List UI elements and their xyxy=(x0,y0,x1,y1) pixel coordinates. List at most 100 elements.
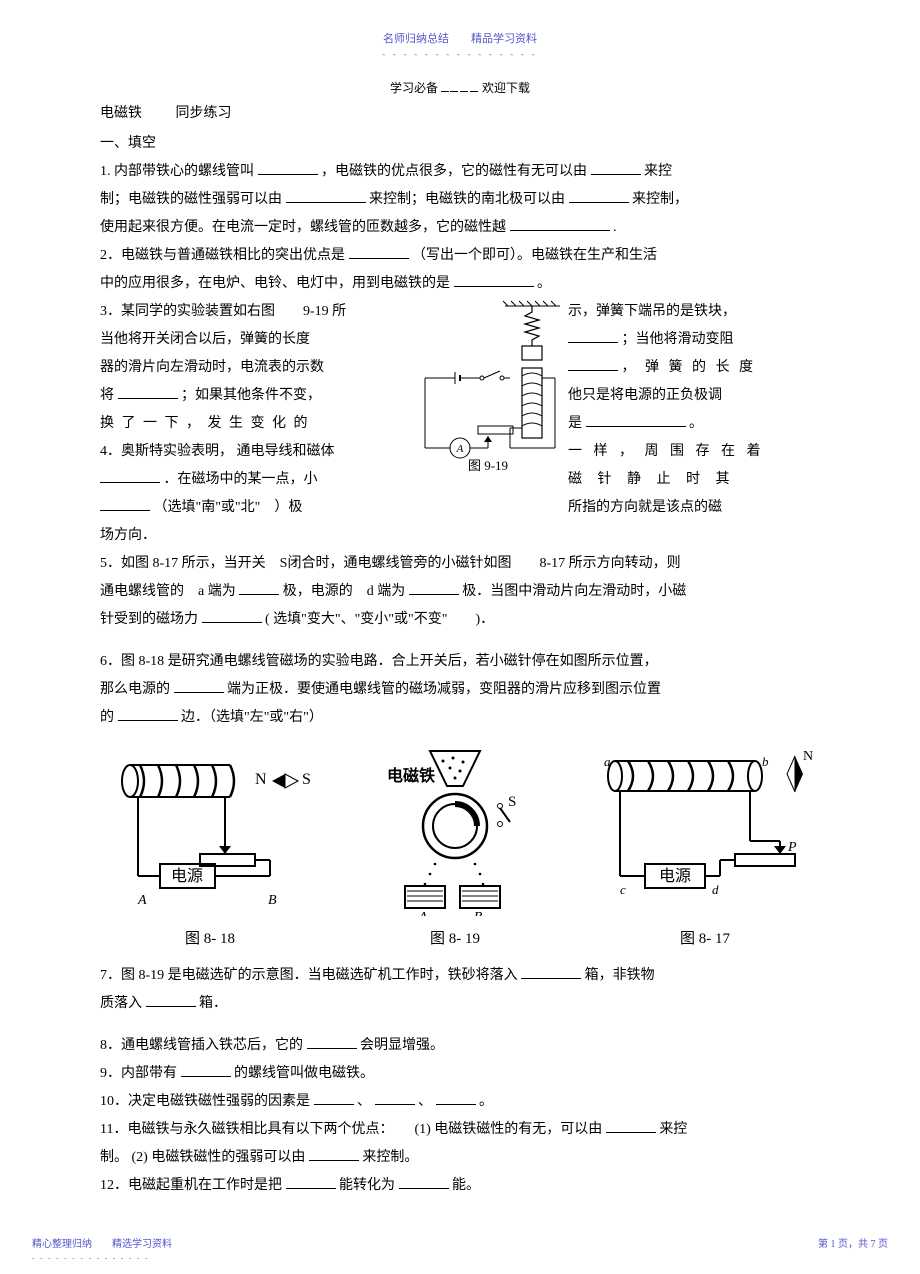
footer-dots: - - - - - - - - - - - - - - - xyxy=(32,1254,149,1262)
svg-text:N: N xyxy=(803,749,813,764)
svg-text:B: B xyxy=(474,910,483,916)
q1-text: 来控 xyxy=(644,164,672,179)
figure-9-19: A 图 9-19 xyxy=(410,298,570,458)
question-1-cont2: 使用起来很方便。在电流一定时，螺线管的匝数越多，它的磁性越 . xyxy=(100,214,820,242)
figure-caption: 图 8- 19 xyxy=(365,924,545,954)
q4-right: 磁 针 静 止 时 其 xyxy=(568,466,828,494)
q3-text: 当他将开关闭合以后，弹簧的长度 xyxy=(100,326,390,354)
svg-text:图 9-19: 图 9-19 xyxy=(468,458,508,473)
q3-right: 他只是将电源的正负极调 xyxy=(568,382,828,410)
figures-row: N S 电源 A B 图 8- 18 xyxy=(100,746,820,954)
blank xyxy=(586,413,686,427)
q2-text: 2．电磁铁与普通磁铁相比的突出优点是 xyxy=(100,248,345,263)
blank xyxy=(258,161,318,175)
q1-text: . xyxy=(613,220,617,235)
svg-text:电源: 电源 xyxy=(659,867,691,885)
q2-text: 中的应用很多，在电炉、电铃、电灯中，用到电磁铁的是 xyxy=(100,276,450,291)
blank xyxy=(399,1175,449,1189)
question-11: 11．电磁铁与永久磁铁相比具有以下两个优点： (1) 电磁铁磁性的有无，可以由 … xyxy=(100,1116,820,1144)
q1-text: ，电磁铁的优点很多，它的磁性有无可以由 xyxy=(321,164,587,179)
svg-text:A: A xyxy=(456,443,464,455)
question-7-cont: 质落入 箱． xyxy=(100,990,820,1018)
q1-text: 来控制， xyxy=(632,192,688,207)
q3-text: 3．某同学的实验装置如右图 9-19 所 xyxy=(100,298,390,326)
question-8: 8．通电螺线管插入铁芯后，它的 会明显增强。 xyxy=(100,1032,820,1060)
blank xyxy=(606,1119,656,1133)
q3-right: 示，弹簧下端吊的是铁块， xyxy=(568,298,828,326)
question-2-cont: 中的应用很多，在电炉、电铃、电灯中，用到电磁铁的是 。 xyxy=(100,270,820,298)
blank xyxy=(202,609,262,623)
svg-text:A: A xyxy=(418,910,428,916)
blank xyxy=(568,357,618,371)
q4-right: 一 样 ， 周 围 存 在 着 xyxy=(568,438,828,466)
question-12: 12．电磁起重机在工作时是把 能转化为 能。 xyxy=(100,1172,820,1200)
blank xyxy=(591,161,641,175)
figure-8-18: N S 电源 A B 图 8- 18 xyxy=(100,746,320,954)
q1-text: 制；电磁铁的磁性强弱可以由 xyxy=(100,192,282,207)
q2-text: （写出一个即可）。电磁铁在生产和生活 xyxy=(412,248,657,263)
figure-caption: 图 8- 17 xyxy=(590,924,820,954)
blank xyxy=(118,707,178,721)
q3-right: 是 。 xyxy=(568,410,828,438)
document-title: 电磁铁 同步练习 xyxy=(100,100,820,128)
blank xyxy=(286,189,366,203)
blank xyxy=(100,469,160,483)
q3-right: ， 弹 簧 的 长 度 xyxy=(568,354,828,382)
blank xyxy=(146,993,196,1007)
svg-text:P: P xyxy=(787,840,797,855)
figure-caption: 图 8- 18 xyxy=(100,924,320,954)
blank xyxy=(568,329,618,343)
svg-text:S: S xyxy=(508,794,516,810)
q4-text: 4．奥斯特实验表明， 通电导线和磁体 xyxy=(100,438,390,466)
q3-text: 将 ；如果其他条件不变， xyxy=(100,382,390,410)
blank xyxy=(181,1063,231,1077)
blank xyxy=(510,217,610,231)
blank xyxy=(569,189,629,203)
blank xyxy=(309,1147,359,1161)
svg-text:c: c xyxy=(620,882,626,897)
q1-text: 来控制；电磁铁的南北极可以由 xyxy=(369,192,565,207)
q1-text: 使用起来很方便。在电流一定时，螺线管的匝数越多，它的磁性越 xyxy=(100,220,506,235)
question-11-cont: 制。 (2) 电磁铁磁性的强弱可以由 来控制。 xyxy=(100,1144,820,1172)
blank xyxy=(239,581,279,595)
figure-8-17: a b N P 电源 c xyxy=(590,746,820,954)
question-1: 1. 内部带铁心的螺线管叫 ，电磁铁的优点很多，它的磁性有无可以由 来控 xyxy=(100,158,820,186)
header-dots: - - - - - - - - - - - - - - - xyxy=(100,50,820,59)
q4-text: ．在磁场中的某一点，小 xyxy=(100,466,390,494)
blank xyxy=(436,1091,476,1105)
svg-text:S: S xyxy=(302,771,311,788)
q4-right: 所指的方向就是该点的磁 xyxy=(568,494,828,522)
svg-text:B: B xyxy=(268,893,277,908)
q3-right: ；当他将滑动变阻 xyxy=(568,326,828,354)
q4-text: （选填"南"或"北" ）极 xyxy=(100,494,390,522)
blank xyxy=(118,385,178,399)
blank xyxy=(100,497,150,511)
question-5-cont: 通电螺线管的 a 端为 极，电源的 d 端为 极．当图中滑动片向左滑动时，小磁 xyxy=(100,578,820,606)
q3-text: 换 了 一 下 ， 发 生 变 化 的 xyxy=(100,410,390,438)
q3-text: 器的滑片向左滑动时，电流表的示数 xyxy=(100,354,390,382)
blank xyxy=(314,1091,354,1105)
subheader-left: 学习必备 xyxy=(390,81,438,95)
svg-text:b: b xyxy=(762,754,769,769)
title-sub: 同步练习 xyxy=(176,106,232,121)
subheader-right: 欢迎下载 xyxy=(482,81,530,95)
blank xyxy=(349,245,409,259)
blank xyxy=(409,581,459,595)
question-9: 9．内部带有 的螺线管叫做电磁铁。 xyxy=(100,1060,820,1088)
question-6-cont2: 的 边．（选填"左"或"右"） xyxy=(100,704,820,732)
svg-text:N: N xyxy=(255,771,267,788)
footer-right: 第 1 页，共 7 页 xyxy=(818,1235,888,1250)
svg-text:a: a xyxy=(604,754,611,769)
section-heading: 一、填空 xyxy=(100,130,820,158)
question-5: 5．如图 8-17 所示，当开关 S闭合时，通电螺线管旁的小磁针如图 8-17 … xyxy=(100,550,820,578)
title-main: 电磁铁 xyxy=(100,100,142,128)
q2-text: 。 xyxy=(537,276,551,291)
subheader: 学习必备 欢迎下载 xyxy=(100,79,820,96)
question-7: 7．图 8-19 是电磁选矿的示意图．当电磁选矿机工作时，铁砂将落入 箱，非铁物 xyxy=(100,962,820,990)
q1-text: 1. 内部带铁心的螺线管叫 xyxy=(100,164,254,179)
question-5-cont2: 针受到的磁场力 ( 选填"变大"、"变小"或"不变" )． xyxy=(100,606,820,634)
blank xyxy=(375,1091,415,1105)
q4-text: 场方向． xyxy=(100,522,390,550)
blank xyxy=(174,679,224,693)
question-6: 6．图 8-18 是研究通电螺线管磁场的实验电路．合上开关后，若小磁针停在如图所… xyxy=(100,648,820,676)
